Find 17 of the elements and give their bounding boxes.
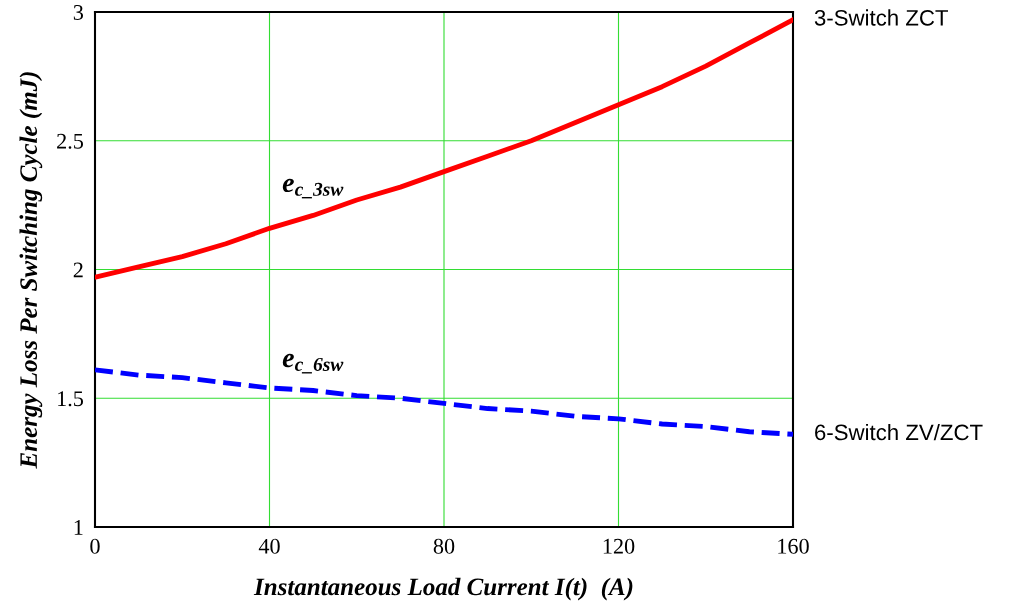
series-label: 6-Switch ZV/ZCT: [815, 423, 983, 441]
x-tick-label: 120: [603, 538, 635, 554]
x-axis-title: Instantaneous Load Current I(t) (A): [253, 577, 633, 601]
y-axis-title: Energy Loss Per Switching Cycle (mJ): [19, 72, 43, 469]
x-tick-label: 160: [778, 538, 809, 554]
x-tick-label: 40: [258, 538, 280, 554]
line-series: [95, 17, 793, 280]
x-tick-label: 0: [90, 538, 100, 554]
y-tick-label: 2.5: [57, 133, 84, 149]
y-tick-label: 3: [73, 4, 84, 20]
y-tick-label: 1: [74, 520, 83, 535]
y-tick-label: 1.5: [58, 391, 84, 407]
y-tick-label: 2: [73, 262, 83, 278]
annotation: e$_{c_6sw}$: [282, 353, 344, 374]
x-tick-label: 80: [433, 538, 455, 554]
annotation: e$_{c_3sw}$: [282, 178, 344, 199]
series-label: 3-Switch ZCT: [814, 9, 949, 26]
